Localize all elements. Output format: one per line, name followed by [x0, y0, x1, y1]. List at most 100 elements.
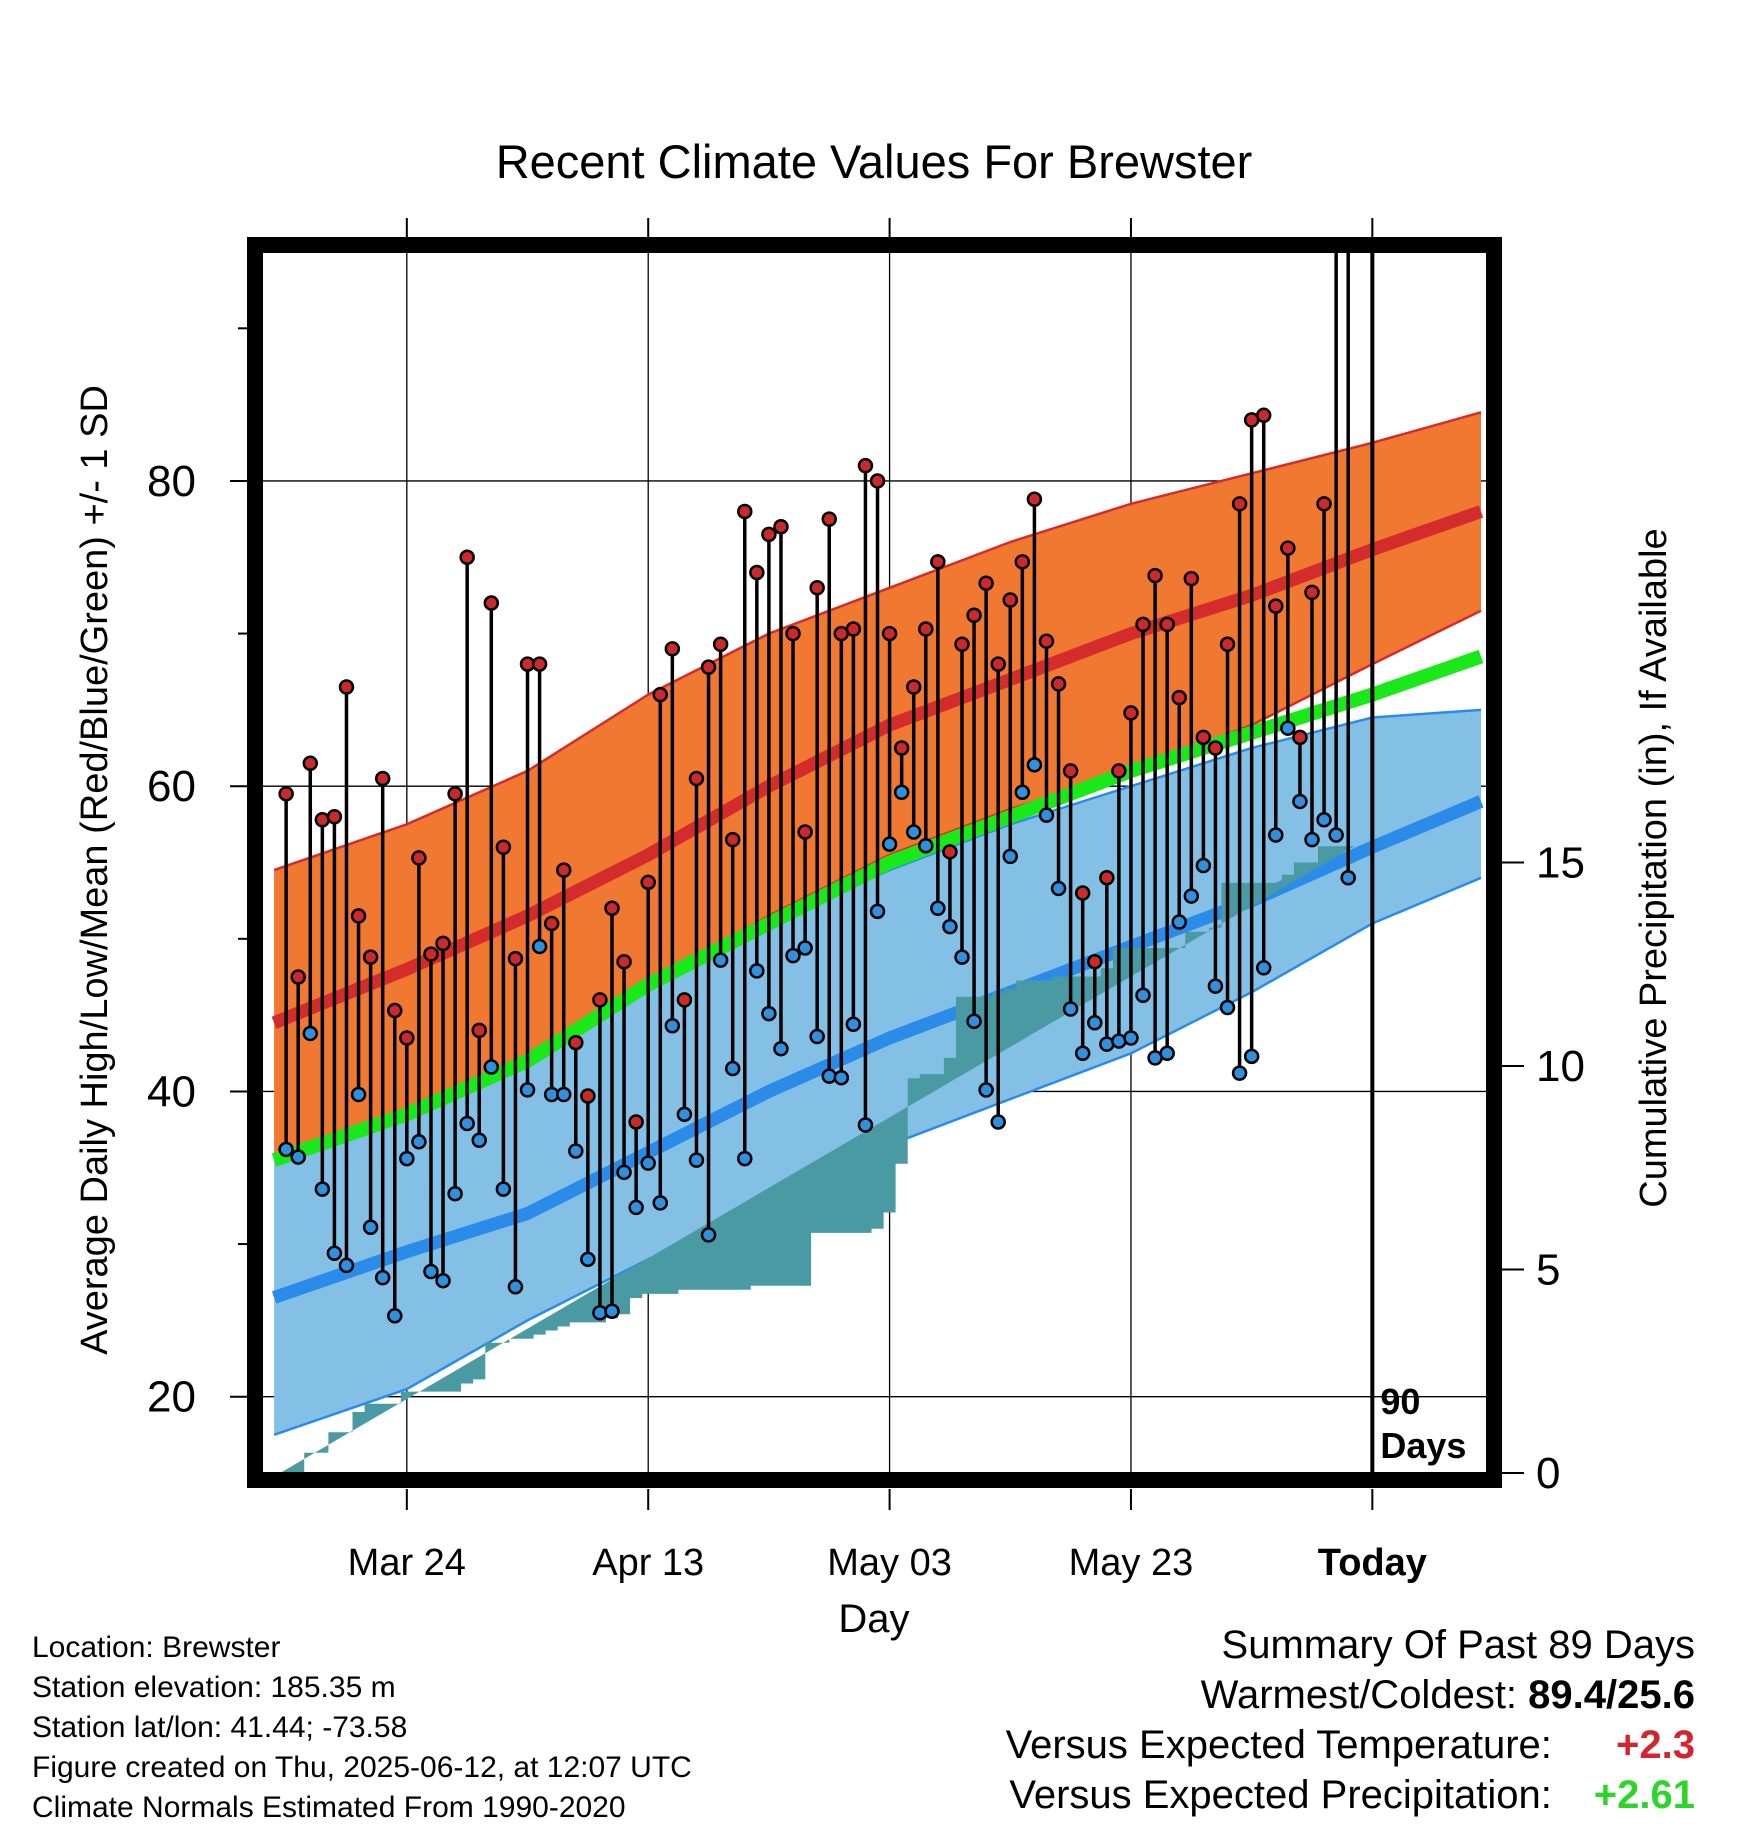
plot-area [262, 0, 1487, 1473]
daily-low-dot [773, 1040, 789, 1057]
daily-high-dot [821, 511, 837, 527]
daily-low-dot [1159, 1045, 1175, 1062]
summary-panel: Summary Of Past 89 Days Warmest/Coldest:… [1006, 1620, 1695, 1820]
daily-high-dot [616, 953, 632, 970]
daily-high-dot [1147, 567, 1163, 584]
daily-high-dot [1014, 554, 1031, 570]
daily-low-dot [1328, 827, 1344, 843]
daily-high-dot [362, 949, 379, 965]
daily-high-dot [1195, 729, 1212, 746]
daily-low-dot [785, 947, 801, 964]
daily-high-dot [809, 580, 825, 596]
daily-high-dot [761, 526, 777, 543]
location-text: Location: Brewster [32, 1631, 281, 1664]
daily-high-dot [905, 679, 922, 695]
daily-high-dot [411, 850, 427, 866]
daily-low-dot [664, 1018, 681, 1034]
x-tick-label: Apr 13 [592, 1542, 704, 1584]
daily-high-dot [338, 679, 355, 695]
daily-high-dot [869, 473, 886, 489]
daily-high-dot [1050, 676, 1067, 692]
x-tick-label: Mar 24 [348, 1542, 466, 1584]
daily-low-dot [942, 918, 958, 935]
elevation-text: Station elevation: 185.35 m [32, 1671, 396, 1704]
daily-high-dot [1074, 885, 1091, 901]
daily-high-dot [326, 808, 343, 825]
daily-high-dot [1026, 491, 1043, 508]
y2-tick-label: 0 [1536, 1449, 1560, 1498]
daily-low-dot [918, 837, 934, 854]
daily-low-dot [1292, 793, 1308, 810]
daily-high-dot [664, 641, 681, 657]
daily-low-dot [350, 1086, 367, 1103]
y-tick-label: 40 [147, 1067, 196, 1116]
daily-low-dot [423, 1263, 439, 1280]
daily-high-dot [1231, 496, 1248, 512]
latlon-text: Station lat/lon: 41.44; -73.58 [32, 1711, 408, 1744]
precip-departure-row: Versus Expected Precipitation: +2.61 [1006, 1770, 1695, 1820]
daily-high-dot [652, 686, 669, 703]
daily-low-dot [411, 1134, 427, 1150]
created-text: Figure created on Thu, 2025-06-12, at 12… [32, 1751, 692, 1784]
daily-low-dot [857, 1117, 874, 1133]
daily-low-dot [1062, 1001, 1079, 1017]
daily-low-dot [326, 1245, 343, 1261]
daily-high-dot [290, 969, 306, 985]
daily-low-dot [495, 1181, 512, 1197]
daily-low-dot [833, 1069, 850, 1086]
normals-text: Climate Normals Estimated From 1990-2020 [32, 1791, 626, 1824]
daily-high-dot [628, 1114, 644, 1130]
daily-low-dot [1195, 857, 1212, 874]
daily-high-dot [555, 862, 572, 878]
daily-low-dot [905, 824, 922, 840]
warmest-coldest-row: Warmest/Coldest: 89.4/25.6 [1006, 1670, 1695, 1720]
daily-high-dot [580, 1088, 596, 1104]
normal-high-upper-edge [273, 411, 1482, 872]
daily-low-dot [1002, 848, 1019, 865]
daily-high-dot [302, 755, 319, 772]
y-tick-label: 60 [147, 762, 196, 811]
daily-low-dot [1171, 914, 1187, 930]
daily-low-dot [1183, 888, 1200, 904]
daily-high-dot [1123, 705, 1139, 721]
daily-low-dot [507, 1279, 524, 1295]
daily-high-dot [1316, 496, 1332, 512]
daily-low-dot [374, 1269, 391, 1286]
daily-low-dot [471, 1132, 487, 1149]
daily-high-dot [278, 786, 294, 802]
daily-low-dot [1243, 1048, 1260, 1065]
daily-low-dot [1087, 1015, 1103, 1031]
daily-low-dot [362, 1219, 379, 1236]
daily-low-dot [290, 1149, 306, 1165]
y2-tick-label: 15 [1536, 839, 1585, 888]
daily-low-dot [1304, 831, 1320, 848]
daily-high-dot [688, 770, 705, 787]
daily-low-dot [978, 1082, 994, 1098]
daily-high-dot [700, 659, 717, 675]
daily-high-dot [1304, 584, 1320, 601]
daily-high-dot [857, 457, 874, 474]
daily-low-dot [1207, 978, 1224, 994]
daily-high-dot [1099, 870, 1115, 886]
daily-low-dot [1050, 880, 1067, 897]
daily-high-dot [749, 564, 765, 581]
x-axis-label: Day [838, 1597, 909, 1641]
daily-high-dot [1171, 689, 1187, 706]
daily-low-dot [399, 1150, 415, 1167]
precip-departure-label: Versus Expected Precipitation: [1009, 1773, 1552, 1817]
daily-low-dot [761, 1005, 777, 1022]
daily-high-dot [785, 625, 801, 642]
daily-high-dot [990, 656, 1006, 672]
precip-area [280, 846, 1355, 1473]
daily-high-dot [966, 607, 982, 623]
plot-frame [247, 237, 1502, 1488]
daily-low-dot [1038, 807, 1055, 823]
daily-low-dot [519, 1082, 536, 1098]
daily-low-dot [954, 949, 970, 965]
warmest-coldest-value: 89.4/25.6 [1528, 1673, 1695, 1717]
temp-departure-row: Versus Expected Temperature: +2.3 [1006, 1720, 1695, 1770]
daily-high-dot [1354, 0, 1367, 7]
daily-low-dot [531, 938, 548, 955]
daily-high-dot [881, 625, 898, 642]
